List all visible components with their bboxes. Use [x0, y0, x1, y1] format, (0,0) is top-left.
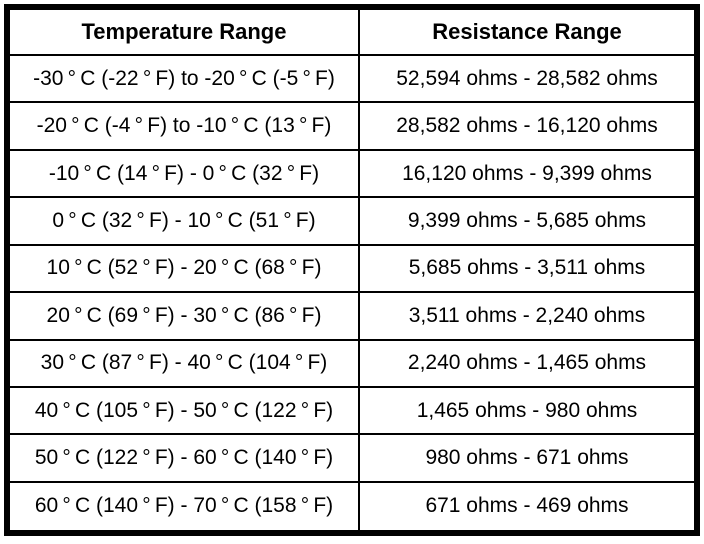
temperature-range-cell: -30 ° C (-22 ° F) to -20 ° C (-5 ° F) — [6, 53, 360, 104]
table-row: -30 ° C (-22 ° F) to -20 ° C (-5 ° F) 52,… — [6, 53, 698, 104]
temperature-range-cell: 40 ° C (105 ° F) - 50 ° C (122 ° F) — [6, 385, 360, 436]
resistance-range-cell: 3,511 ohms - 2,240 ohms — [358, 291, 698, 341]
resistance-range-cell: 16,120 ohms - 9,399 ohms — [358, 148, 698, 199]
table-row: 20 ° C (69 ° F) - 30 ° C (86 ° F) 3,511 o… — [6, 291, 698, 341]
table-row: 30 ° C (87 ° F) - 40 ° C (104 ° F) 2,240 … — [6, 338, 698, 388]
resistance-range-cell: 9,399 ohms - 5,685 ohms — [358, 196, 698, 246]
table-row: -10 ° C (14 ° F) - 0 ° C (32 ° F) 16,120 … — [6, 148, 698, 199]
resistance-range-cell: 5,685 ohms - 3,511 ohms — [358, 243, 698, 294]
table-row: -20 ° C (-4 ° F) to -10 ° C (13 ° F) 28,5… — [6, 101, 698, 151]
resistance-range-cell: 671 ohms - 469 ohms — [358, 480, 698, 535]
resistance-range-header: Resistance Range — [358, 6, 698, 56]
resistance-range-cell: 2,240 ohms - 1,465 ohms — [358, 338, 698, 388]
resistance-range-cell: 52,594 ohms - 28,582 ohms — [358, 53, 698, 104]
table-row: 40 ° C (105 ° F) - 50 ° C (122 ° F) 1,465… — [6, 385, 698, 436]
resistance-range-cell: 28,582 ohms - 16,120 ohms — [358, 101, 698, 151]
header-row: Temperature Range Resistance Range — [6, 6, 698, 56]
temperature-range-cell: 50 ° C (122 ° F) - 60 ° C (140 ° F) — [6, 433, 360, 483]
temperature-range-cell: 0 ° C (32 ° F) - 10 ° C (51 ° F) — [6, 196, 360, 246]
resistance-range-cell: 1,465 ohms - 980 ohms — [358, 385, 698, 436]
table-row: 50 ° C (122 ° F) - 60 ° C (140 ° F) 980 o… — [6, 433, 698, 483]
temperature-range-header: Temperature Range — [6, 6, 360, 56]
temperature-range-cell: -20 ° C (-4 ° F) to -10 ° C (13 ° F) — [6, 101, 360, 151]
table-row: 60 ° C (140 ° F) - 70 ° C (158 ° F) 671 o… — [6, 480, 698, 535]
resistance-range-cell: 980 ohms - 671 ohms — [358, 433, 698, 483]
temperature-resistance-table: Temperature Range Resistance Range -30 °… — [4, 4, 700, 536]
table-row: 10 ° C (52 ° F) - 20 ° C (68 ° F) 5,685 o… — [6, 243, 698, 294]
table-row: 0 ° C (32 ° F) - 10 ° C (51 ° F) 9,399 oh… — [6, 196, 698, 246]
temperature-range-cell: 30 ° C (87 ° F) - 40 ° C (104 ° F) — [6, 338, 360, 388]
temperature-range-cell: 60 ° C (140 ° F) - 70 ° C (158 ° F) — [6, 480, 360, 535]
temperature-range-cell: 20 ° C (69 ° F) - 30 ° C (86 ° F) — [6, 291, 360, 341]
temperature-range-cell: -10 ° C (14 ° F) - 0 ° C (32 ° F) — [6, 148, 360, 199]
temperature-range-cell: 10 ° C (52 ° F) - 20 ° C (68 ° F) — [6, 243, 360, 294]
